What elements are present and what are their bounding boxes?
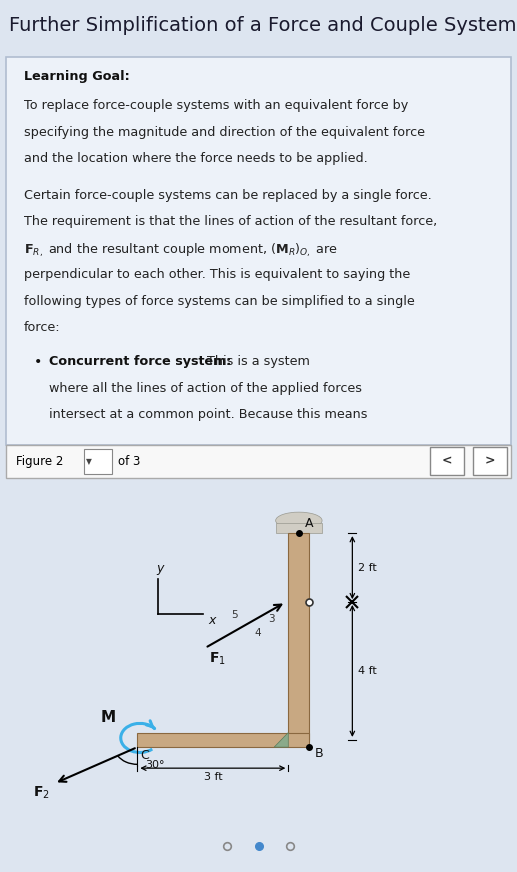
Ellipse shape [276,512,322,529]
Text: x: x [208,614,216,627]
Text: M: M [101,710,116,725]
Text: specifying the magnitude and direction of the equivalent force: specifying the magnitude and direction o… [24,126,425,139]
Polygon shape [274,732,288,747]
Text: of 3: of 3 [118,455,141,467]
Text: force:: force: [24,321,60,334]
Text: y: y [157,562,164,576]
Text: following types of force systems can be simplified to a single: following types of force systems can be … [24,295,415,308]
Bar [430,447,464,475]
Text: $\mathbf{F}_1$: $\mathbf{F}_1$ [209,651,226,667]
Bar [473,447,507,475]
Text: Concurrent force system:: Concurrent force system: [49,355,232,368]
Bar [276,522,322,533]
Text: •: • [34,355,42,369]
Text: To replace force-couple systems with an equivalent force by: To replace force-couple systems with an … [24,99,408,112]
Bar [138,732,310,747]
Bar [288,533,310,739]
Text: and the location where the force needs to be applied.: and the location where the force needs t… [24,152,368,165]
Text: The requirement is that the lines of action of the resultant force,: The requirement is that the lines of act… [24,215,437,228]
Text: $\mathbf{F}$$_{R,}$ and the resultant couple moment, $(\mathbf{M}$$_{R})$$_{O,}$: $\mathbf{F}$$_{R,}$ and the resultant co… [24,242,338,259]
Text: This is a system: This is a system [203,355,310,368]
Text: >: > [485,455,495,467]
Text: 3 ft: 3 ft [204,772,222,782]
Text: intersect at a common point. Because this means: intersect at a common point. Because thi… [49,408,368,421]
Text: 3: 3 [268,614,275,624]
Text: Certain force-couple systems can be replaced by a single force.: Certain force-couple systems can be repl… [24,189,432,202]
Text: C: C [140,749,149,762]
Text: 4 ft: 4 ft [358,666,377,676]
Bar [84,449,112,473]
Text: B: B [314,746,323,760]
Text: where all the lines of action of the applied forces: where all the lines of action of the app… [49,382,362,395]
Text: Figure 2: Figure 2 [17,455,64,467]
Text: ▼: ▼ [86,457,92,466]
Text: 5: 5 [231,610,238,620]
Text: <: < [442,455,452,467]
Text: Learning Goal:: Learning Goal: [24,71,130,83]
Text: A: A [305,517,313,530]
Text: Further Simplification of a Force and Couple System: Further Simplification of a Force and Co… [9,16,517,35]
Text: 30°: 30° [145,760,164,770]
Text: perpendicular to each other. This is equivalent to saying the: perpendicular to each other. This is equ… [24,269,410,281]
Text: 4: 4 [255,628,261,637]
Text: $\mathbf{F}_2$: $\mathbf{F}_2$ [33,785,50,801]
Text: 2 ft: 2 ft [358,562,377,573]
